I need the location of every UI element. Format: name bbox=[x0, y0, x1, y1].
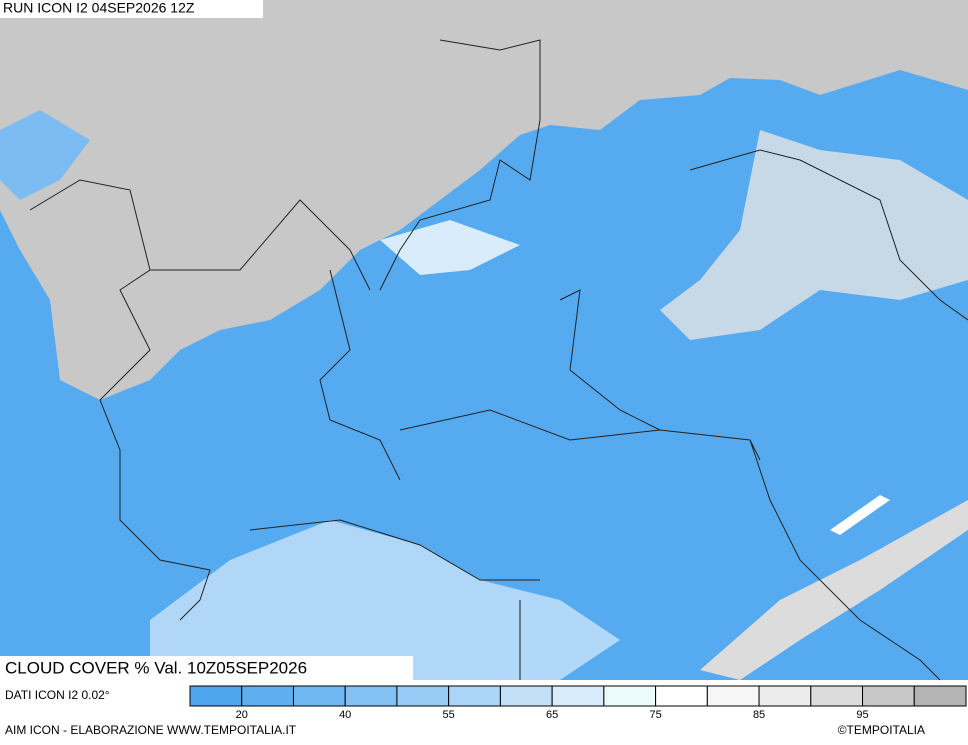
legend-swatch bbox=[706, 685, 760, 707]
legend-swatch bbox=[344, 685, 398, 707]
cloud-patch bbox=[380, 220, 520, 275]
cloud-patch bbox=[700, 500, 968, 680]
legend-swatch bbox=[603, 685, 657, 707]
legend: 20 40 55 65 75 85 95 bbox=[189, 685, 967, 721]
legend-label: 75 bbox=[649, 709, 661, 721]
legend-swatch bbox=[292, 685, 346, 707]
legend-swatch bbox=[758, 685, 812, 707]
header-box bbox=[0, 0, 263, 18]
legend-label: 95 bbox=[856, 709, 868, 721]
source: DATI ICON I2 0.02° bbox=[5, 688, 110, 702]
legend-label: 65 bbox=[546, 709, 558, 721]
legend-swatch bbox=[655, 685, 708, 707]
header-title: RUN ICON I2 04SEP2026 12Z bbox=[3, 0, 195, 16]
map bbox=[0, 0, 968, 681]
borders bbox=[29, 39, 968, 681]
legend-label: 40 bbox=[339, 709, 351, 721]
legend-label: 55 bbox=[443, 709, 455, 721]
caption: CLOUD COVER % Val. 10Z05SEP2026 bbox=[5, 658, 307, 677]
cloud-patch bbox=[660, 130, 968, 340]
legend-swatch bbox=[862, 685, 915, 707]
legend-swatch bbox=[189, 685, 243, 707]
cloud-patch bbox=[0, 110, 90, 200]
legend-label: 85 bbox=[753, 709, 765, 721]
cloud-patch bbox=[830, 495, 890, 535]
caption-box bbox=[0, 656, 413, 682]
legend-swatch bbox=[551, 685, 605, 707]
legend-label: 20 bbox=[236, 709, 248, 721]
legend-swatch bbox=[810, 685, 864, 707]
legend-swatch bbox=[241, 685, 294, 707]
legend-swatch bbox=[913, 685, 967, 707]
footer-right: ©TEMPOITALIA bbox=[838, 723, 925, 737]
alps-cloud bbox=[0, 0, 968, 400]
legend-swatch bbox=[499, 685, 553, 707]
legend-swatch bbox=[396, 685, 450, 707]
cloud-patch bbox=[150, 520, 620, 680]
legend-swatch bbox=[448, 685, 501, 707]
footer-left: AIM ICON - ELABORAZIONE WWW.TEMPOITALIA.… bbox=[5, 723, 297, 737]
